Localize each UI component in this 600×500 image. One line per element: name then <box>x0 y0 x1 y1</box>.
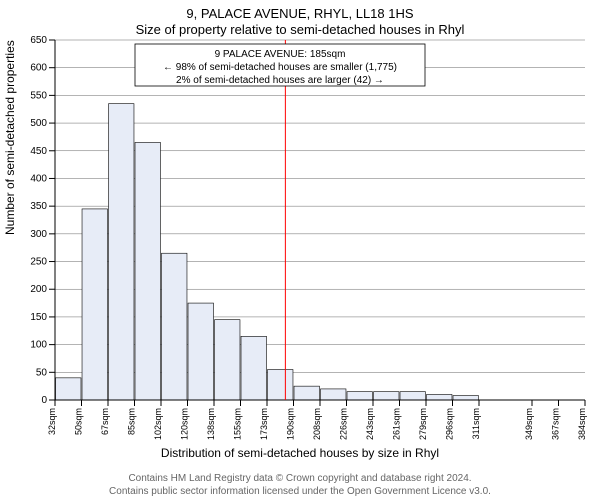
y-tick-label: 150 <box>30 312 47 323</box>
x-tick-label: 279sqm <box>418 408 428 440</box>
histogram-bar <box>109 104 134 400</box>
histogram-bar <box>241 336 266 400</box>
x-tick-label: 173sqm <box>259 408 269 440</box>
histogram-bar <box>268 370 293 400</box>
x-tick-label: 367sqm <box>551 408 561 440</box>
histogram-bar <box>56 378 81 400</box>
annotation-line: 2% of semi-detached houses are larger (4… <box>176 75 384 86</box>
x-tick-label: 384sqm <box>577 408 587 440</box>
histogram-bar <box>400 392 425 400</box>
x-tick-label: 296sqm <box>445 408 455 440</box>
x-tick-label: 243sqm <box>365 408 375 440</box>
x-tick-label: 138sqm <box>206 408 216 440</box>
annotation-line: ← 98% of semi-detached houses are smalle… <box>163 62 397 73</box>
x-tick-label: 226sqm <box>339 408 349 440</box>
histogram-bar <box>188 303 213 400</box>
histogram-chart: 0 50 100 150 200 250 300 350 400 450 500 550 600 650 3… <box>0 0 600 500</box>
x-tick-label: 311sqm <box>471 408 481 439</box>
y-tick-label: 600 <box>30 63 47 74</box>
x-tick-label: 208sqm <box>312 408 322 440</box>
histogram-bar <box>82 209 107 400</box>
x-tick-label: 120sqm <box>180 408 190 440</box>
histogram-bar <box>321 389 346 400</box>
y-tick-label: 650 <box>30 35 47 46</box>
annotation-line: 9 PALACE AVENUE: 185sqm <box>215 49 346 60</box>
x-tick-label: 50sqm <box>74 408 84 435</box>
y-tick-label: 300 <box>30 229 47 240</box>
y-tick-label: 550 <box>30 90 47 101</box>
histogram-bar <box>162 253 187 400</box>
y-tick-label: 400 <box>30 173 47 184</box>
histogram-bar <box>294 386 319 400</box>
x-tick-label: 190sqm <box>286 408 296 440</box>
x-tick-label: 155sqm <box>233 408 243 440</box>
y-tick-label: 450 <box>30 146 47 157</box>
histogram-bar <box>453 396 478 400</box>
x-tick-label: 67sqm <box>100 408 110 435</box>
histogram-bar <box>374 392 399 400</box>
y-tick-label: 200 <box>30 284 47 295</box>
histogram-bar <box>347 392 372 400</box>
y-tick-label: 250 <box>30 257 47 268</box>
y-tick-label: 50 <box>36 367 48 378</box>
y-tick-label: 100 <box>30 340 47 351</box>
x-tick-label: 349sqm <box>524 408 534 440</box>
histogram-bar <box>135 142 160 400</box>
y-tick-label: 0 <box>41 395 47 406</box>
x-tick-label: 102sqm <box>153 408 163 440</box>
y-tick-label: 500 <box>30 118 47 129</box>
x-tick-label: 85sqm <box>127 408 137 435</box>
histogram-bar <box>427 394 452 400</box>
x-tick-label: 32sqm <box>47 408 57 435</box>
y-tick-label: 350 <box>30 201 47 212</box>
histogram-bar <box>215 320 240 400</box>
x-tick-label: 261sqm <box>392 408 402 440</box>
